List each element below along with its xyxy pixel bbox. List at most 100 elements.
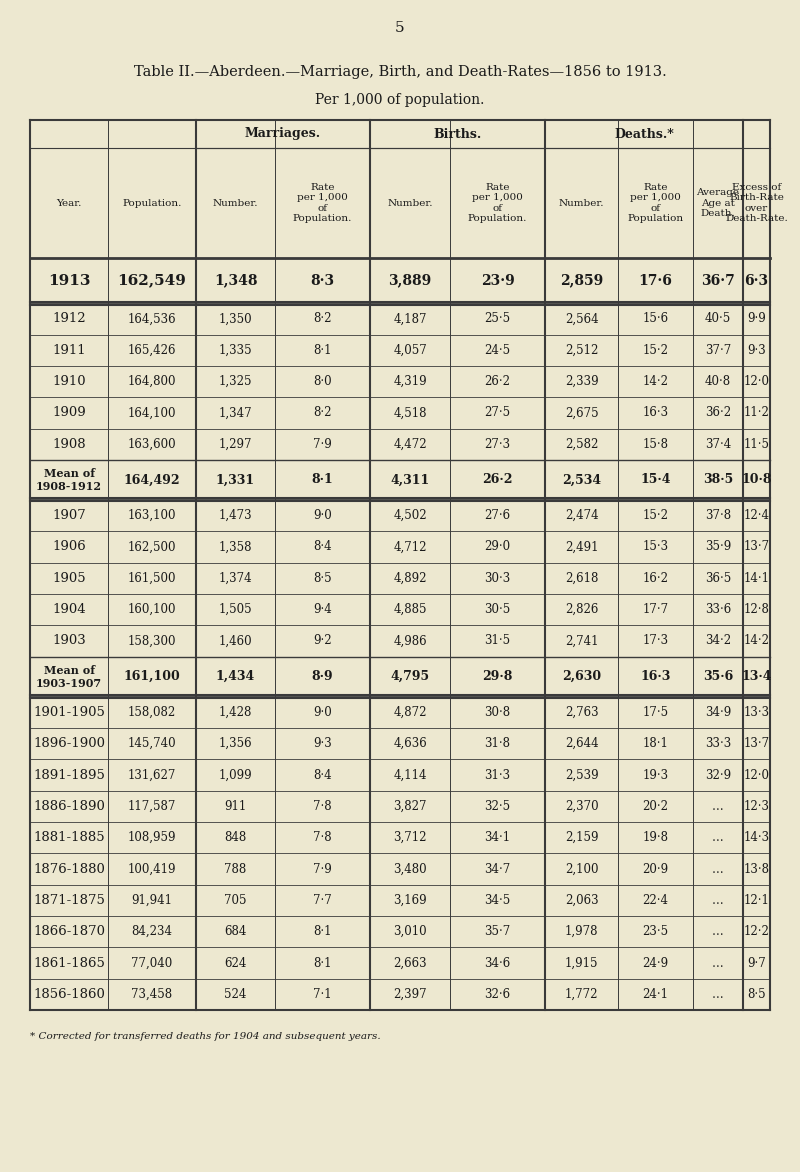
- Text: Table II.—Aberdeen.—Marriage, Birth, and Death-Rates—1856 to 1913.: Table II.—Aberdeen.—Marriage, Birth, and…: [134, 64, 666, 79]
- Text: 2,370: 2,370: [565, 799, 598, 813]
- Text: 30·8: 30·8: [485, 706, 510, 718]
- Text: 6·3: 6·3: [745, 273, 769, 287]
- Text: 1,331: 1,331: [216, 473, 255, 486]
- Text: Births.: Births.: [434, 128, 482, 141]
- Text: 4,986: 4,986: [393, 634, 427, 647]
- Text: 12·8: 12·8: [743, 604, 770, 616]
- Text: 108,959: 108,959: [128, 831, 176, 844]
- Text: 1907: 1907: [52, 509, 86, 523]
- Text: 8·4: 8·4: [313, 540, 332, 553]
- Text: 34·1: 34·1: [485, 831, 510, 844]
- Text: 3,010: 3,010: [393, 925, 427, 938]
- Text: 19·3: 19·3: [642, 769, 669, 782]
- Text: 7·9: 7·9: [313, 863, 332, 875]
- Text: 4,114: 4,114: [394, 769, 426, 782]
- Text: 1910: 1910: [52, 375, 86, 388]
- Text: 848: 848: [224, 831, 246, 844]
- Text: 8·1: 8·1: [312, 473, 334, 486]
- Text: Year.: Year.: [56, 198, 82, 207]
- Text: 2,630: 2,630: [562, 670, 601, 683]
- Text: 30·3: 30·3: [484, 572, 510, 585]
- Text: 2,763: 2,763: [565, 706, 598, 718]
- Text: 2,618: 2,618: [565, 572, 598, 585]
- Text: 13·3: 13·3: [743, 706, 770, 718]
- Text: 15·3: 15·3: [642, 540, 669, 553]
- Text: …: …: [712, 956, 724, 969]
- Text: 3,480: 3,480: [393, 863, 427, 875]
- Text: …: …: [712, 863, 724, 875]
- Text: 117,587: 117,587: [128, 799, 176, 813]
- Text: 7·8: 7·8: [313, 799, 332, 813]
- Text: 9·0: 9·0: [313, 509, 332, 523]
- Text: 158,082: 158,082: [128, 706, 176, 718]
- Text: 705: 705: [224, 894, 246, 907]
- Text: 2,534: 2,534: [562, 473, 601, 486]
- Text: 4,502: 4,502: [393, 509, 427, 523]
- Text: 10·8: 10·8: [742, 473, 772, 486]
- Text: …: …: [712, 799, 724, 813]
- Text: Rate
per 1,000
of
Population: Rate per 1,000 of Population: [627, 183, 683, 223]
- Text: 2,339: 2,339: [565, 375, 598, 388]
- Text: 165,426: 165,426: [128, 343, 176, 356]
- Text: 4,795: 4,795: [390, 670, 430, 683]
- Text: 2,539: 2,539: [565, 769, 598, 782]
- Text: * Corrected for transferred deaths for 1904 and subsequent years.: * Corrected for transferred deaths for 1…: [30, 1033, 381, 1041]
- Text: 2,859: 2,859: [560, 273, 603, 287]
- Text: 14·2: 14·2: [642, 375, 669, 388]
- Text: 3,169: 3,169: [393, 894, 427, 907]
- Text: 164,100: 164,100: [128, 407, 176, 420]
- Text: 4,892: 4,892: [394, 572, 426, 585]
- Text: 35·6: 35·6: [703, 670, 733, 683]
- Text: Rate
per 1,000
of
Population.: Rate per 1,000 of Population.: [293, 183, 352, 223]
- Text: 37·4: 37·4: [705, 438, 731, 451]
- Text: Number.: Number.: [213, 198, 258, 207]
- Text: 40·5: 40·5: [705, 313, 731, 326]
- Text: 13·8: 13·8: [743, 863, 770, 875]
- Text: Number.: Number.: [387, 198, 433, 207]
- Text: 162,500: 162,500: [128, 540, 176, 553]
- Text: 1,099: 1,099: [218, 769, 252, 782]
- Text: 788: 788: [224, 863, 246, 875]
- Text: 16·2: 16·2: [642, 572, 669, 585]
- Text: 12·1: 12·1: [743, 894, 770, 907]
- Text: 8·3: 8·3: [310, 273, 334, 287]
- Text: 2,582: 2,582: [565, 438, 598, 451]
- Text: 17·7: 17·7: [642, 604, 669, 616]
- Text: 4,885: 4,885: [394, 604, 426, 616]
- Text: 524: 524: [224, 988, 246, 1001]
- Text: 2,826: 2,826: [565, 604, 598, 616]
- Text: 1909: 1909: [52, 407, 86, 420]
- Text: 33·6: 33·6: [705, 604, 731, 616]
- Text: 5: 5: [395, 21, 405, 35]
- Text: 36·7: 36·7: [701, 273, 735, 287]
- Text: 2,100: 2,100: [565, 863, 598, 875]
- Text: 24·1: 24·1: [642, 988, 669, 1001]
- Text: 145,740: 145,740: [128, 737, 176, 750]
- Text: 1881-1885: 1881-1885: [33, 831, 105, 844]
- Text: 8·1: 8·1: [314, 925, 332, 938]
- Text: 1,325: 1,325: [218, 375, 252, 388]
- Text: 1,348: 1,348: [214, 273, 258, 287]
- Text: 1,335: 1,335: [218, 343, 252, 356]
- Text: 13·4: 13·4: [742, 670, 772, 683]
- Text: 1871-1875: 1871-1875: [33, 894, 105, 907]
- Text: 34·7: 34·7: [484, 863, 510, 875]
- Text: 34·5: 34·5: [484, 894, 510, 907]
- Text: Mean of
1903-1907: Mean of 1903-1907: [36, 665, 102, 688]
- Text: 29·0: 29·0: [485, 540, 510, 553]
- Text: 31·3: 31·3: [485, 769, 510, 782]
- Text: 36·2: 36·2: [705, 407, 731, 420]
- Text: 15·6: 15·6: [642, 313, 669, 326]
- Text: 24·9: 24·9: [642, 956, 669, 969]
- Text: 34·9: 34·9: [705, 706, 731, 718]
- Text: 27·3: 27·3: [485, 438, 510, 451]
- Text: 160,100: 160,100: [128, 604, 176, 616]
- Text: 8·2: 8·2: [314, 313, 332, 326]
- Text: 13·7: 13·7: [743, 540, 770, 553]
- Text: 4,057: 4,057: [393, 343, 427, 356]
- Text: 32·6: 32·6: [485, 988, 510, 1001]
- Text: 624: 624: [224, 956, 246, 969]
- Text: 1,428: 1,428: [219, 706, 252, 718]
- Text: 8·1: 8·1: [314, 343, 332, 356]
- Text: 17·3: 17·3: [642, 634, 669, 647]
